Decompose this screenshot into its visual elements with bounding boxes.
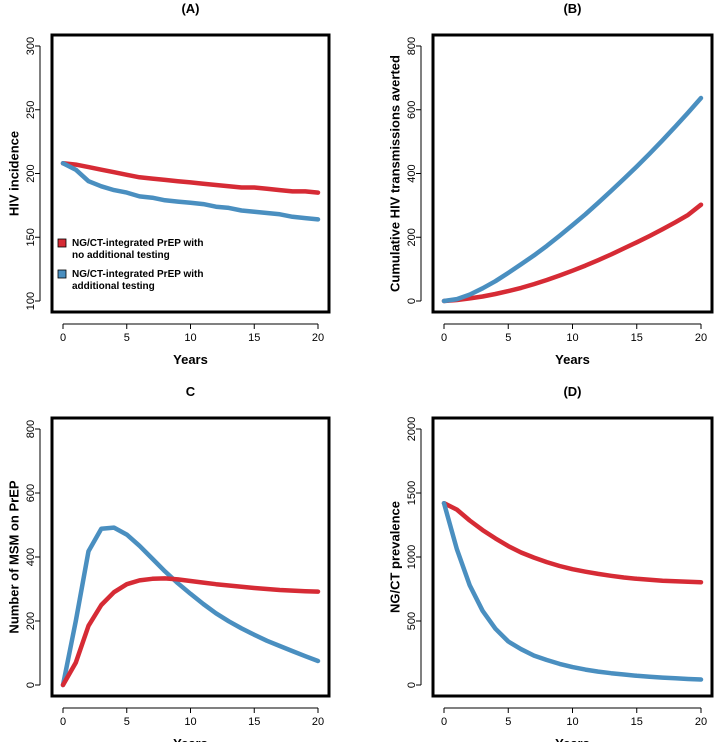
series-line-additional-testing <box>60 161 321 222</box>
panel-b: (B) 0 5 10 15 20 Years 0 200 400 600 800Cumulative … <box>388 1 714 367</box>
x-tick-label: 10 <box>184 332 196 344</box>
chart-title: (B) <box>563 1 581 16</box>
y-axis-label: HIV incidence <box>7 131 22 216</box>
x-tick-label: 15 <box>248 716 260 728</box>
x-tick-label: 10 <box>566 716 578 728</box>
y-tick-label: 800 <box>25 420 37 438</box>
x-axis-label: Years <box>555 736 590 742</box>
y-tick-label: 400 <box>406 164 418 182</box>
x-tick-label: 20 <box>695 332 707 344</box>
y-tick-label: 600 <box>406 101 418 119</box>
y-tick-label: 0 <box>406 298 418 304</box>
x-tick-label: 0 <box>60 332 66 344</box>
legend-swatch <box>57 238 67 248</box>
x-tick-label: 20 <box>312 716 324 728</box>
x-axis-label: Years <box>555 352 590 367</box>
y-tick-label: 0 <box>406 682 418 688</box>
plot-frame <box>431 33 714 314</box>
x-tick-label: 10 <box>184 716 196 728</box>
y-axis-label: Number of MSM on PrEP <box>7 480 22 633</box>
x-tick-label: 10 <box>566 332 578 344</box>
x-tick-label: 0 <box>441 332 447 344</box>
series-line-no-additional-testing <box>60 161 321 195</box>
y-tick-label: 250 <box>25 101 37 119</box>
x-tick-label: 5 <box>505 332 511 344</box>
chart-title: C <box>186 384 196 399</box>
series-line-additional-testing <box>60 525 321 688</box>
x-tick-label: 5 <box>124 332 130 344</box>
legend-label-line2: no additional testing <box>72 250 170 261</box>
y-tick-label: 800 <box>406 37 418 55</box>
legend-swatch <box>57 269 67 279</box>
series-line-no-additional-testing <box>441 500 704 585</box>
x-tick-label: 5 <box>124 716 130 728</box>
plot-frame <box>50 416 331 698</box>
chart-title: (A) <box>181 1 199 16</box>
y-tick-label: 200 <box>25 164 37 182</box>
x-tick-label: 15 <box>248 332 260 344</box>
series-line-additional-testing <box>441 500 704 682</box>
x-tick-label: 20 <box>312 332 324 344</box>
plot-frame <box>431 416 714 698</box>
x-tick-label: 0 <box>441 716 447 728</box>
y-tick-label: 2000 <box>406 417 418 441</box>
y-tick-label: 1500 <box>406 481 418 505</box>
series-line-additional-testing <box>441 95 704 304</box>
y-axis-label: Cumulative HIV transmissions averted <box>388 55 403 292</box>
y-tick-label: 300 <box>25 37 37 55</box>
y-tick-label: 0 <box>25 682 37 688</box>
y-tick-label: 200 <box>25 612 37 630</box>
panel-c: C 0 5 10 15 20 Years 0 200 400 600 800 Number of MSM… <box>7 384 331 742</box>
x-axis-label: Years <box>173 352 208 367</box>
x-tick-label: 0 <box>60 716 66 728</box>
legend-label: NG/CT-integrated PrEP with <box>72 238 204 249</box>
x-tick-label: 15 <box>631 332 643 344</box>
x-tick-label: 20 <box>695 716 707 728</box>
panel-d: (D) 0 5 10 15 20 Years 0 500 1000 1500 2000 NG/CT pr… <box>388 384 714 742</box>
series-line-no-additional-testing <box>60 576 321 688</box>
y-tick-label: 500 <box>406 612 418 630</box>
x-axis-label: Years <box>173 736 208 742</box>
x-tick-label: 5 <box>505 716 511 728</box>
plot-frame <box>50 33 331 314</box>
x-tick-label: 15 <box>631 716 643 728</box>
series-line-no-additional-testing <box>441 202 704 304</box>
y-tick-label: 100 <box>25 292 37 310</box>
chart-title: (D) <box>563 384 581 399</box>
y-axis-label: NG/CT prevalence <box>388 501 403 613</box>
legend-label: NG/CT-integrated PrEP with <box>72 269 204 280</box>
panel-a: (A) 0 5 10 15 20 Years 100 150 200 250 300 HIV incid… <box>7 1 331 367</box>
y-tick-label: 150 <box>25 228 37 246</box>
y-tick-label: 600 <box>25 484 37 502</box>
legend-label-line2: additional testing <box>72 281 155 292</box>
y-tick-label: 400 <box>25 548 37 566</box>
y-tick-label: 1000 <box>406 545 418 569</box>
y-tick-label: 200 <box>406 228 418 246</box>
